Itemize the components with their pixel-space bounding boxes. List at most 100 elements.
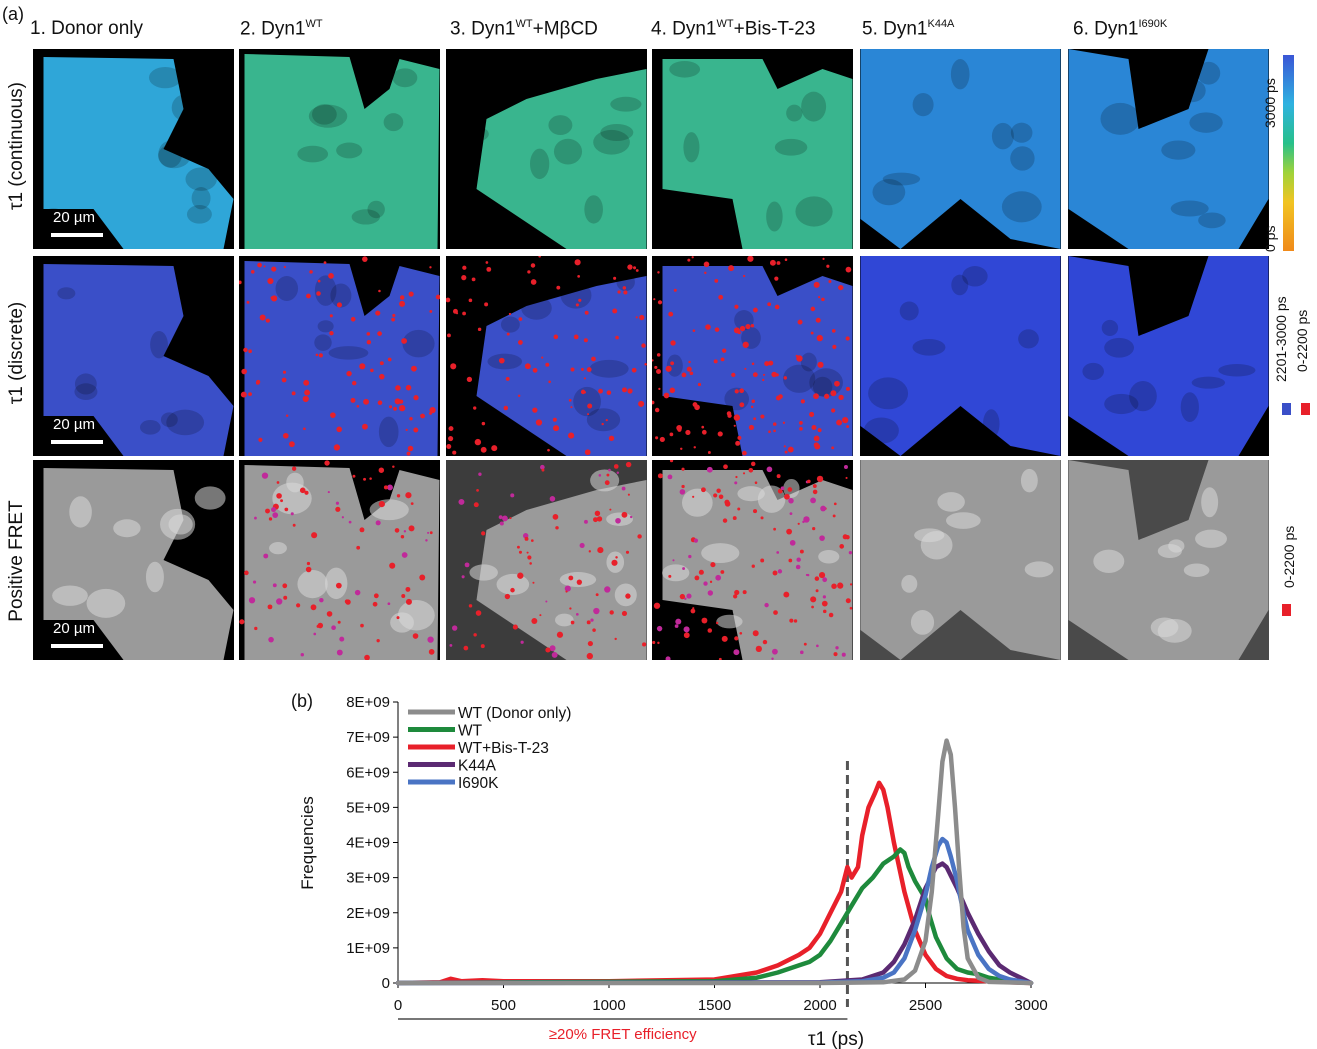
fret-positive-pixel [744,367,747,370]
fret-positive-pixel [598,474,602,477]
fret-positive-pixel [248,392,252,397]
cell-texture [324,567,348,600]
discrete-red-swatch [1301,403,1310,415]
fret-positive-pixel [565,590,568,593]
fret-positive-pixel [591,356,596,362]
micrograph-image [449,461,647,660]
cell-texture [521,296,552,320]
fret-positive-pixel [694,575,700,581]
fret-positive-pixel [663,392,670,399]
fret-positive-pixel [771,648,778,655]
fret-positive-pixel [684,597,687,600]
fret-positive-pixel [592,628,596,632]
fret-positive-pixel [484,302,489,307]
fret-positive-pixel [813,393,819,400]
fret-positive-pixel [601,422,604,426]
fret-positive-pixel [458,498,465,505]
fret-positive-pixel [410,365,417,372]
micrograph-r2-c5 [860,256,1061,456]
y-tick-label: 1E+09 [346,940,390,957]
fret-positive-pixel [379,373,385,380]
fret-positive-pixel [788,558,793,563]
fret-positive-pixel [755,645,762,653]
fret-positive-pixel [842,534,848,540]
cell-texture [275,276,299,301]
fret-positive-pixel [303,379,310,386]
fret-positive-pixel [362,256,368,262]
cell-texture [351,209,380,225]
fret-positive-pixel [638,400,645,407]
fret-positive-pixel [667,474,673,480]
fret-positive-pixel [291,466,297,471]
fret-positive-pixel [360,623,364,628]
fret-positive-pixel [324,460,330,466]
fret-positive-pixel [737,331,741,335]
y-tick-label: 8E+09 [346,694,390,711]
fret-positive-pixel [824,393,830,399]
series-line-k44a [395,861,1034,986]
cell-texture [786,104,803,122]
fret-positive-pixel [659,436,665,443]
fret-positive-pixel [401,552,408,558]
cell-texture [1201,487,1219,518]
fret-positive-pixel [448,435,454,442]
fret-positive-pixel [701,487,706,493]
fret-positive-pixel [268,517,273,521]
fret-positive-pixel [280,499,284,503]
micrograph-r1-c4 [652,49,853,249]
column-title-main: 3. Dyn1 [450,18,516,40]
fret-positive-pixel [688,360,691,364]
cell-region [662,266,853,456]
cell-texture [1010,122,1033,143]
fret-positive-pixel [568,432,575,439]
fret-positive-pixel [527,270,531,274]
fret-positive-pixel [835,646,839,650]
fret-positive-pixel [810,497,816,504]
fret-positive-pixel [594,510,601,517]
fret-positive-pixel [690,608,696,614]
fret-positive-pixel [776,551,780,554]
fret-positive-pixel [556,285,561,290]
micrograph-r2-c2 [239,256,440,456]
fret-positive-pixel [593,607,600,615]
cell-region [662,59,853,249]
fret-positive-pixel [733,594,738,599]
cell-region [476,480,647,660]
x-tick-label: 1000 [592,997,625,1014]
fret-positive-pixel [598,388,603,394]
fret-positive-pixel [668,574,672,578]
fret-positive-pixel [723,464,728,470]
fret-positive-pixel [697,382,702,387]
fret-positive-pixel [406,451,411,456]
cell-texture [69,496,92,528]
fret-positive-pixel [448,426,454,432]
cell-texture [1218,363,1256,377]
micrograph-r3-c4 [652,460,853,660]
fret-positive-pixel [331,625,336,631]
fret-positive-pixel [403,530,407,533]
fret-positive-pixel [524,536,529,541]
fret-positive-pixel [845,336,850,341]
cell-texture [500,316,520,333]
fret-positive-pixel [396,616,400,620]
fret-positive-pixel [348,520,352,524]
fret-positive-pixel [509,517,512,520]
fret-positive-pixel [337,620,341,624]
fret-positive-pixel [703,261,710,268]
cell-texture [336,142,363,159]
column-title-superscript: WT [716,18,734,30]
scale-bar-label: 20 µm [53,416,95,433]
fret-positive-pixel [271,507,277,513]
fret-positive-pixel [317,622,324,629]
fret-positive-pixel [822,609,827,614]
fret-positive-pixel [377,331,382,336]
fret-positive-pixel [788,498,794,504]
fret-positive-pixel [766,466,773,473]
series-line-wt-donor-only- [395,738,1034,986]
fret-positive-pixel [545,600,548,603]
fret-positive-pixel [413,395,419,401]
cell-texture [113,519,141,538]
fret-positive-pixel [248,349,252,354]
fret-positive-pixel [734,481,738,485]
fret-positive-pixel [763,373,766,376]
